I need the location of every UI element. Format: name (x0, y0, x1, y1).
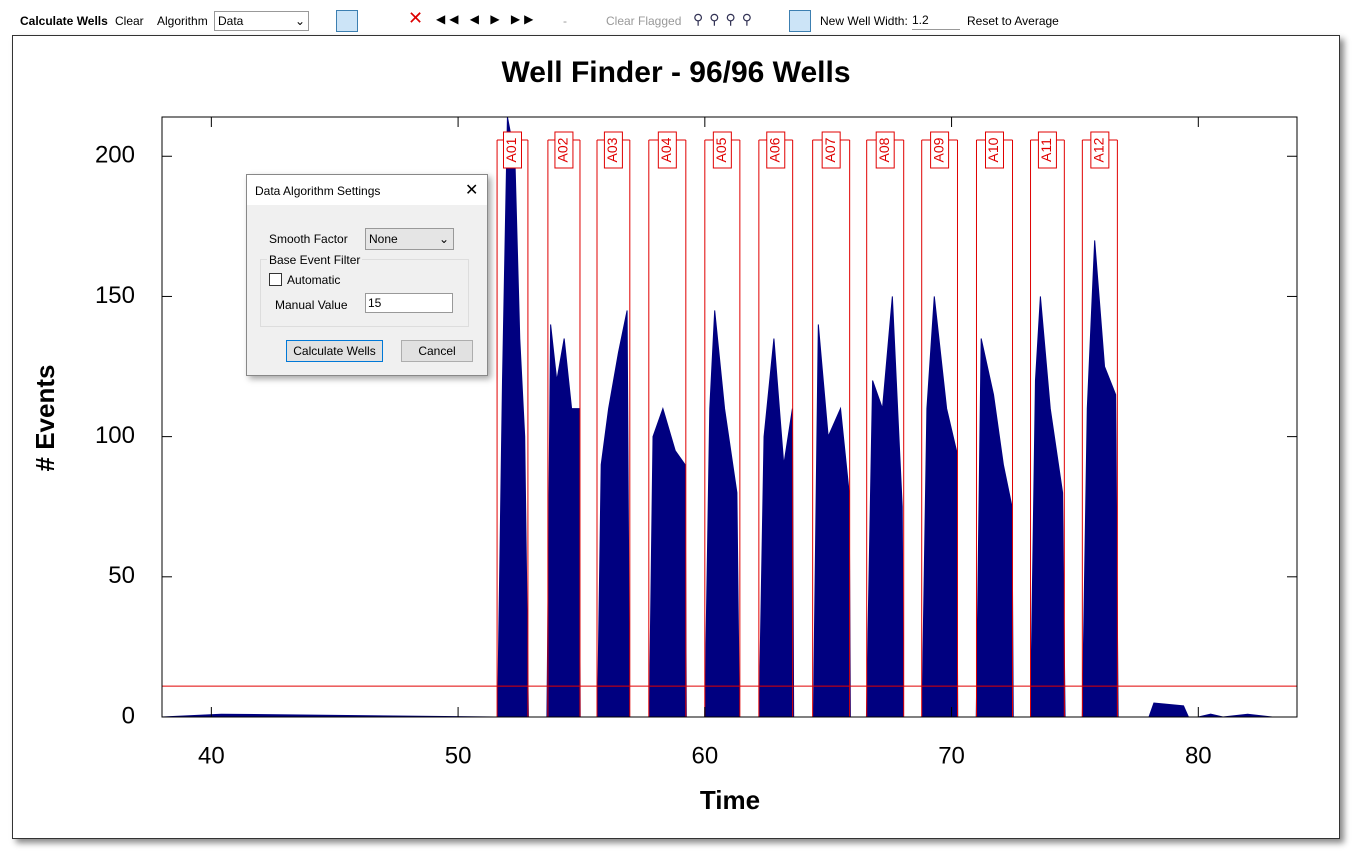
well-label: A01 (503, 137, 519, 162)
well-label: A12 (1091, 137, 1107, 162)
plot-border (161, 116, 1298, 718)
separator-text: - (563, 14, 567, 28)
dialog-title: Data Algorithm Settings (255, 184, 381, 198)
clear-flagged-button[interactable]: Clear Flagged (606, 14, 682, 28)
dialog-titlebar (247, 175, 487, 205)
automatic-label: Automatic (287, 273, 341, 287)
manual-label: Manual Value (275, 298, 348, 312)
x-tick-label: 60 (691, 742, 718, 769)
events-area (161, 116, 1297, 718)
y-tick-label: 0 (122, 702, 135, 729)
y-tick-label: 100 (95, 422, 135, 449)
x-tick-label: 80 (1185, 742, 1212, 769)
y-axis-label: # Events (30, 365, 60, 472)
well-label: A04 (658, 137, 674, 162)
well-label: A09 (930, 137, 946, 162)
manual-input[interactable]: 15 (365, 293, 453, 313)
y-tick-label: 200 (95, 142, 135, 169)
automatic-checkbox[interactable] (269, 273, 282, 286)
well-label: A02 (555, 137, 571, 162)
ok-button[interactable]: Calculate Wells (286, 340, 383, 362)
algorithm-select[interactable]: Data ⌄ (214, 11, 309, 31)
well-label-box (502, 131, 522, 169)
delete-icon[interactable]: ✕ (408, 8, 424, 28)
smooth-select[interactable]: None ⌄ (365, 228, 454, 250)
filter-group (260, 259, 469, 327)
x-tick-label: 70 (938, 742, 965, 769)
well-label-box (875, 131, 895, 169)
well-label-box (657, 131, 677, 169)
well-label-box (1090, 131, 1110, 169)
smooth-label: Smooth Factor (269, 232, 348, 246)
well-label-box (930, 131, 950, 169)
reset-button[interactable]: Reset to Average (967, 14, 1059, 28)
toolbar: Calculate Wells Clear Algorithm Data ⌄ ✕ … (0, 0, 1358, 36)
well-tool[interactable] (789, 10, 811, 32)
chart-title: Well Finder - 96/96 Wells (501, 56, 850, 89)
width-value: 1.2 (912, 13, 929, 27)
well-label-box (766, 131, 786, 169)
cancel-button[interactable]: Cancel (401, 340, 473, 362)
group-label: Base Event Filter (267, 253, 363, 267)
nav-icons[interactable]: ◀◀ ◀ ▶ ▶▶ (436, 12, 538, 26)
well-label-box (821, 131, 841, 169)
width-input[interactable]: 1.2 (912, 11, 960, 30)
smooth-value: None (369, 232, 398, 246)
well-label: A05 (713, 137, 729, 162)
algorithm-label: Algorithm (157, 14, 208, 28)
settings-dialog: Data Algorithm Settings ✕ Smooth Factor … (246, 174, 488, 376)
well-label: A06 (766, 137, 782, 162)
zoom-tool[interactable] (336, 10, 358, 32)
well-label: A07 (822, 137, 838, 162)
well-label-box (1037, 131, 1057, 169)
width-label: New Well Width: (820, 14, 908, 28)
zoom-icons[interactable]: ⚲⚲⚲⚲ (693, 11, 759, 27)
well-label: A10 (985, 137, 1001, 162)
clear-button[interactable]: Clear (115, 14, 144, 28)
manual-value: 15 (368, 296, 382, 310)
well-label-box (603, 131, 623, 169)
well-label-box (984, 131, 1004, 169)
well-label-box (712, 131, 732, 169)
close-button[interactable]: ✕ (465, 182, 479, 199)
algorithm-value: Data (218, 14, 244, 28)
well-label: A08 (876, 137, 892, 162)
well-label-box (554, 131, 574, 169)
y-tick-label: 150 (95, 282, 135, 309)
x-tick-label: 40 (198, 742, 225, 769)
y-tick-label: 50 (108, 562, 135, 589)
x-tick-label: 50 (445, 742, 472, 769)
well-label: A11 (1038, 138, 1054, 162)
well-label: A03 (604, 137, 620, 162)
x-axis-label: Time (700, 785, 760, 815)
calculate-button[interactable]: Calculate Wells (20, 14, 108, 28)
